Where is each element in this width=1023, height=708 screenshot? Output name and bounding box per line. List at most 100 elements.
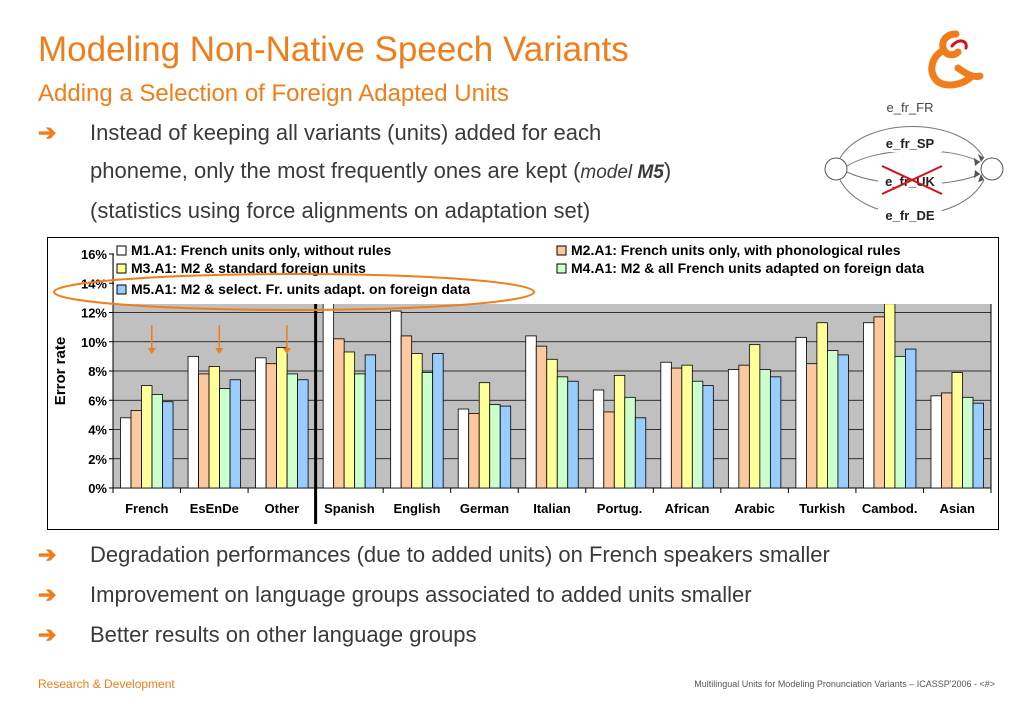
bar: [795, 336, 807, 489]
bar: [769, 376, 782, 489]
bar: [837, 354, 849, 489]
bar: [400, 335, 413, 489]
legend-swatch: [116, 284, 127, 295]
y-tick-label: 12%: [81, 306, 107, 321]
bar: [499, 405, 512, 489]
bullet-2: ➔ Degradation performances (due to added …: [38, 536, 830, 574]
y-tick-label: 8%: [88, 364, 107, 379]
bar: [905, 348, 917, 489]
bar: [219, 388, 231, 489]
bar: [297, 379, 309, 489]
x-tick-label: Portug.: [597, 501, 643, 516]
bar: [457, 408, 470, 489]
legend-swatch: [116, 245, 127, 256]
bar: [759, 369, 771, 489]
bar: [364, 354, 377, 489]
x-tick-label: EsEnDe: [190, 501, 239, 516]
legend-label: M4.A1: M2 & all French units adapted on …: [571, 260, 924, 276]
bar: [208, 366, 220, 489]
bar: [556, 376, 569, 489]
bar: [670, 367, 683, 489]
bar: [120, 417, 132, 489]
bar: [624, 396, 636, 489]
y-tick-label: 4%: [88, 423, 107, 438]
bar: [884, 303, 896, 489]
bar: [229, 379, 241, 489]
bullet-1-line-1: Instead of keeping all variants (units) …: [90, 120, 602, 145]
callout-arrow-head: [147, 348, 156, 354]
bar: [130, 410, 142, 489]
bar: [411, 353, 423, 489]
y-axis-title: Error rate: [52, 337, 69, 405]
bar: [322, 301, 335, 489]
bar: [738, 364, 750, 489]
bullet-4: ➔ Better results on other language groups: [38, 616, 476, 654]
legend-swatch: [556, 245, 567, 256]
bar: [972, 402, 984, 489]
x-tick-label: Arabic: [734, 501, 774, 516]
bar: [863, 322, 875, 489]
bar: [951, 372, 963, 489]
footer-citation: Multilingual Units for Modeling Pronunci…: [694, 679, 995, 689]
bullet-3: ➔ Improvement on language groups associat…: [38, 576, 752, 614]
bar: [421, 372, 434, 489]
bar: [478, 382, 491, 489]
y-tick-label: 0%: [88, 481, 107, 496]
bar: [354, 373, 366, 489]
bar: [930, 395, 942, 489]
bullet-1: ➔ Instead of keeping all variants (units…: [38, 114, 671, 230]
highlight-ellipse: [53, 273, 535, 311]
error-rate-chart: 0% 2% 4% 6% 8% 10% 12% 14% 16% Error rate French Es…: [47, 237, 999, 530]
callout-arrow-head: [282, 348, 291, 354]
bullet-1-line-2: phoneme, only the most frequently ones a…: [90, 158, 672, 183]
bar: [816, 322, 828, 489]
y-tick-label: 16%: [81, 247, 107, 262]
x-tick-label: English: [393, 501, 440, 516]
bar: [141, 385, 153, 489]
arrow-icon: ➔: [38, 582, 57, 607]
bar: [827, 350, 839, 489]
bar: [162, 401, 174, 489]
label-e-fr-sp: e_fr_SP: [886, 136, 935, 151]
slide-title: Modeling Non-Native Speech Variants: [38, 30, 629, 69]
logo-icon: [928, 30, 984, 89]
bar: [702, 385, 714, 489]
arrow-icon: ➔: [38, 120, 57, 145]
bullet-1-line-3: (statistics using force alignments on ad…: [90, 198, 591, 223]
bar: [603, 411, 615, 489]
x-tick-label: Spanish: [324, 501, 375, 516]
bar: [748, 344, 761, 489]
bar: [681, 364, 693, 489]
legend-label: M5.A1: M2 & select. Fr. units adapt. on …: [131, 281, 470, 297]
legend-swatch: [116, 263, 127, 274]
footer-department: Research & Development: [38, 677, 175, 691]
x-tick-label: German: [460, 501, 509, 516]
bar: [489, 404, 501, 489]
arrow-icon: ➔: [38, 542, 57, 567]
y-tick-label: 6%: [88, 393, 107, 408]
bar: [634, 417, 647, 489]
callout-arrow-head: [215, 348, 224, 354]
arrow-icon: ➔: [38, 622, 57, 647]
bar: [941, 392, 953, 489]
legend-label: M2.A1: French units only, with phonologi…: [571, 242, 901, 258]
x-tick-label: Asian: [940, 501, 975, 516]
bar: [873, 316, 885, 489]
bar: [390, 310, 402, 489]
legend-box: [114, 240, 994, 304]
legend-swatch: [556, 263, 567, 274]
bar: [468, 413, 480, 489]
y-tick-label: 10%: [81, 335, 107, 350]
bar: [567, 380, 579, 489]
bar: [333, 338, 345, 489]
bar: [432, 353, 444, 489]
slide-subtitle: Adding a Selection of Foreign Adapted Un…: [38, 80, 509, 107]
bar: [592, 389, 605, 489]
x-tick-label: Italian: [533, 501, 571, 516]
label-e-fr-fr: e_fr_FR: [887, 100, 934, 115]
x-tick-label: Other: [265, 501, 300, 516]
bar: [962, 396, 974, 489]
bar: [894, 355, 906, 489]
bar: [806, 363, 818, 489]
bar: [187, 355, 199, 489]
